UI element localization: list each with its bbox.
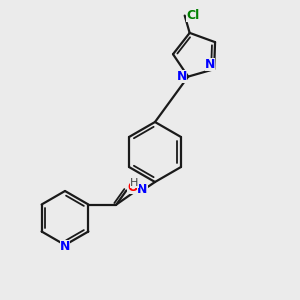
Text: N: N [205,58,215,71]
Text: N: N [137,183,148,196]
Text: Cl: Cl [186,9,199,22]
Text: N: N [177,70,187,83]
Text: H: H [130,178,139,188]
Text: N: N [60,239,70,253]
Text: O: O [127,181,138,194]
